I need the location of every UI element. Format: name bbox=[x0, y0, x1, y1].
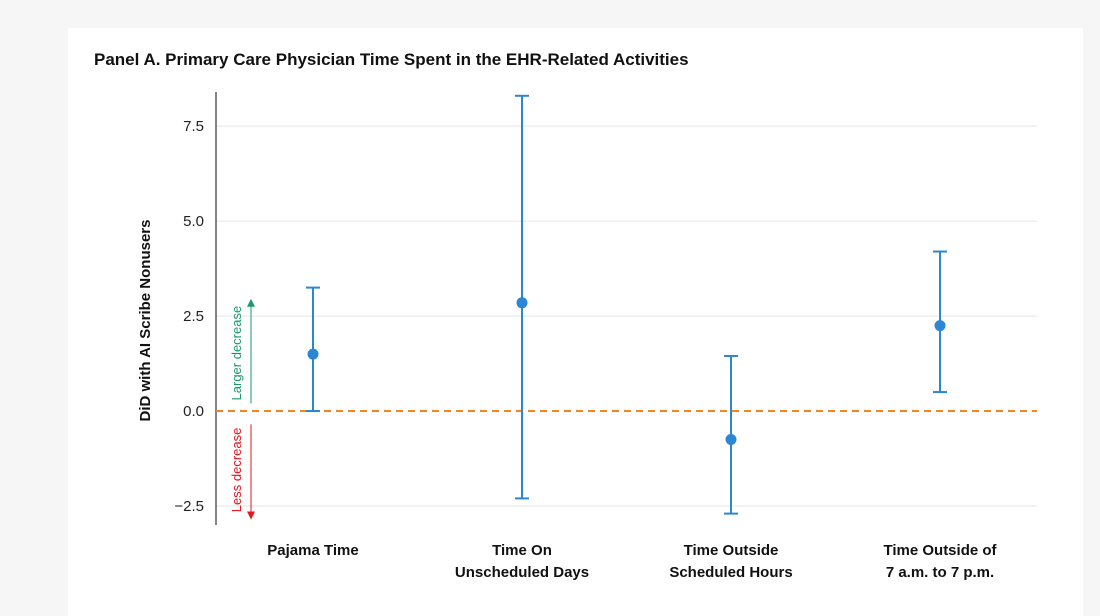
x-category-labels: Pajama Time Time On Unscheduled Days Time O… bbox=[267, 542, 997, 581]
x-category-label: Time Outside of bbox=[883, 542, 997, 559]
x-category-label: Unscheduled Days bbox=[455, 564, 589, 581]
x-category-label: 7 a.m. to 7 p.m. bbox=[886, 564, 994, 581]
y-tick-label: 7.5 bbox=[183, 118, 204, 135]
y-ticks: −2.5 0.0 2.5 5.0 7.5 bbox=[174, 118, 204, 515]
less-decrease-label: Less decrease bbox=[229, 428, 244, 513]
x-category-label: Time On bbox=[492, 542, 552, 559]
estimate-point bbox=[307, 348, 319, 360]
chart-title: Panel A. Primary Care Physician Time Spe… bbox=[94, 50, 689, 69]
direction-annotations: Larger decrease Less decrease bbox=[229, 298, 255, 520]
grid-lines bbox=[216, 125, 1037, 507]
y-tick-label: 0.0 bbox=[183, 403, 204, 420]
y-axis-title: DiD with AI Scribe Nonusers bbox=[137, 220, 154, 422]
estimate-point bbox=[934, 320, 946, 332]
y-tick-label: −2.5 bbox=[174, 498, 204, 515]
estimate-point bbox=[516, 297, 528, 309]
series-points bbox=[306, 94, 947, 515]
y-tick-label: 2.5 bbox=[183, 308, 204, 325]
larger-decrease-label: Larger decrease bbox=[229, 306, 244, 401]
x-category-label: Scheduled Hours bbox=[669, 564, 792, 581]
y-tick-label: 5.0 bbox=[183, 213, 204, 230]
estimate-point bbox=[725, 434, 737, 446]
x-category-label: Pajama Time bbox=[267, 542, 358, 559]
x-category-label: Time Outside bbox=[684, 542, 779, 559]
